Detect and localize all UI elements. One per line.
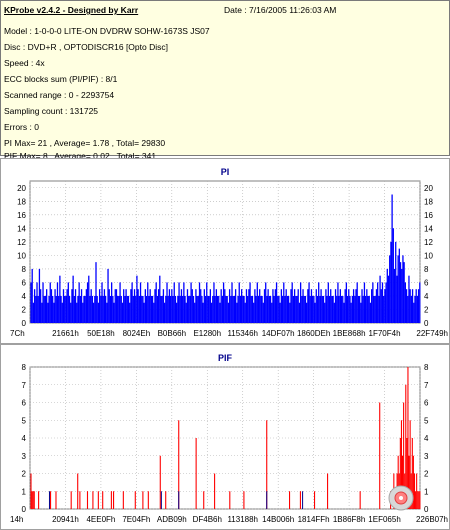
y-tick-label-right: 0 <box>424 319 429 328</box>
x-tick-label: E1280h <box>193 329 221 338</box>
y-tick-label-right: 8 <box>424 265 429 274</box>
y-tick-label-left: 3 <box>22 452 27 461</box>
y-tick-label-right: 8 <box>424 363 429 372</box>
scan-date: Date : 7/16/2005 11:26:03 AM <box>224 5 337 15</box>
pi-chart: PI 0 0 2 2 4 4 6 6 8 8 10 10 12 12 14 14 16 16 18 18 20 20 7Ch 2… <box>10 167 448 338</box>
y-tick-label-left: 5 <box>22 416 27 425</box>
info-errors: Errors : 0 <box>4 122 39 132</box>
x-tick-label: 22F749h <box>416 329 448 338</box>
x-tick-label: 226B07h <box>416 515 448 524</box>
info-scanned-range: Scanned range : 0 - 2293754 <box>4 90 115 100</box>
gauge-center-icon <box>399 496 403 500</box>
x-tick-label: 21661h <box>52 329 79 338</box>
y-tick-label-right: 4 <box>424 434 429 443</box>
y-tick-label-right: 20 <box>424 184 433 193</box>
info-sampling-count: Sampling count : 131725 <box>4 106 99 116</box>
y-tick-label-right: 6 <box>424 399 429 408</box>
chart-title: PI <box>221 167 230 177</box>
x-tick-label: 4EE0Fh <box>86 515 115 524</box>
y-tick-label-left: 4 <box>22 434 27 443</box>
y-tick-label-right: 5 <box>424 416 429 425</box>
y-tick-label-left: 0 <box>22 505 27 514</box>
y-tick-label-right: 14 <box>424 224 433 233</box>
x-tick-label: 1BE868h <box>333 329 366 338</box>
y-tick-label-left: 2 <box>22 470 27 479</box>
y-tick-label-right: 1 <box>424 487 429 496</box>
y-tick-label-left: 8 <box>22 363 27 372</box>
y-tick-label-left: 16 <box>17 211 26 220</box>
info-speed: Speed : 4x <box>4 58 45 68</box>
app-title: KProbe v2.4.2 - Designed by Karr <box>4 5 139 15</box>
y-tick-label-right: 2 <box>424 470 429 479</box>
y-tick-label-left: 20 <box>17 184 26 193</box>
info-pif-summary: PIF Max= 8 , Average= 0.02 , Total= 341 <box>4 151 157 161</box>
y-tick-label-right: 18 <box>424 197 433 206</box>
y-tick-label-right: 10 <box>424 251 433 260</box>
x-tick-label: 1B86F8h <box>333 515 365 524</box>
y-tick-label-left: 10 <box>17 251 26 260</box>
x-tick-label: 8024Eh <box>123 329 151 338</box>
y-tick-label-left: 18 <box>17 197 26 206</box>
y-tick-label-left: 1 <box>22 487 27 496</box>
y-tick-label-right: 12 <box>424 238 433 247</box>
y-tick-label-left: 0 <box>22 319 27 328</box>
x-tick-label: B0B66h <box>158 329 186 338</box>
chart-title: PIF <box>218 353 233 363</box>
x-tick-label: 50E18h <box>87 329 115 338</box>
x-tick-label: ADB09h <box>157 515 187 524</box>
x-tick-label: DF4B6h <box>193 515 222 524</box>
pif-chart-panel: PIF 0 0 1 1 2 2 3 3 4 4 5 5 6 6 7 7 8 8 14h 20941h 4EE0Fh 7E04… <box>0 344 450 530</box>
y-tick-label-left: 2 <box>22 305 27 314</box>
y-tick-label-right: 7 <box>424 381 429 390</box>
pi-chart-panel: PI 0 0 2 2 4 4 6 6 8 8 10 10 12 12 14 14 16 16 18 18 20 20 7Ch 2… <box>0 158 450 344</box>
x-tick-label: 113188h <box>227 515 258 524</box>
info-pi-summary: PI Max= 21 , Average= 1.78 , Total= 2983… <box>4 138 166 148</box>
y-tick-label-right: 2 <box>424 305 429 314</box>
x-tick-label: 7E04Fh <box>122 515 150 524</box>
pif-chart: PIF 0 0 1 1 2 2 3 3 4 4 5 5 6 6 7 7 8 8 14h 20941h 4EE0Fh 7E04… <box>10 353 448 524</box>
y-tick-label-left: 6 <box>22 399 27 408</box>
x-tick-label: 7Ch <box>10 329 25 338</box>
x-tick-label: 20941h <box>52 515 79 524</box>
y-tick-label-left: 8 <box>22 265 27 274</box>
x-tick-label: 14B006h <box>262 515 294 524</box>
info-disc: Disc : DVD+R , OPTODISCR16 [Opto Disc] <box>4 42 168 52</box>
x-tick-label: 1814FFh <box>298 515 330 524</box>
x-tick-label: 14h <box>10 515 23 524</box>
info-ecc-blocks: ECC blocks sum (PI/PIF) : 8/1 <box>4 74 118 84</box>
x-tick-label: 1EF065h <box>368 515 400 524</box>
x-tick-label: 1F70F4h <box>369 329 401 338</box>
y-tick-label-right: 0 <box>424 505 429 514</box>
y-tick-label-left: 7 <box>22 381 27 390</box>
y-tick-label-left: 4 <box>22 292 27 301</box>
y-tick-label-right: 4 <box>424 292 429 301</box>
y-tick-label-left: 14 <box>17 224 26 233</box>
x-tick-label: 115346h <box>227 329 258 338</box>
info-model: Model : 1-0-0-0 LITE-ON DVDRW SOHW-1673S… <box>4 26 210 36</box>
y-tick-label-left: 6 <box>22 278 27 287</box>
y-tick-label-left: 12 <box>17 238 26 247</box>
y-tick-label-right: 16 <box>424 211 433 220</box>
x-tick-label: 14DF07h <box>262 329 295 338</box>
y-tick-label-right: 6 <box>424 278 429 287</box>
scan-info-panel: KProbe v2.4.2 - Designed by Karr Date : … <box>0 0 450 161</box>
y-tick-label-right: 3 <box>424 452 429 461</box>
x-tick-label: 1860DEh <box>297 329 330 338</box>
